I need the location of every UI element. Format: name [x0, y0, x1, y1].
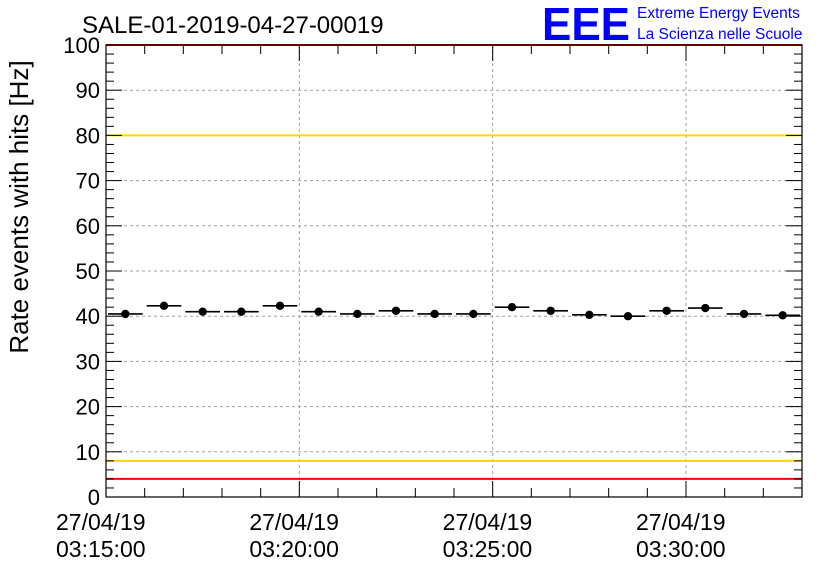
y-tick-label: 70	[76, 169, 100, 194]
data-point	[507, 302, 517, 312]
data-point	[391, 306, 401, 315]
y-tick-label: 60	[76, 214, 100, 239]
y-tick-label: 90	[76, 78, 100, 103]
data-point	[159, 301, 169, 311]
eee-logo-line2: La Scienza nelle Scuole	[637, 26, 802, 43]
y-tick-label: 80	[76, 123, 100, 148]
data-point	[314, 307, 323, 316]
data-point	[701, 303, 710, 313]
data-points	[108, 301, 800, 321]
y-tick-label: 0	[88, 485, 100, 510]
y-axis-label: Rate events with hits [Hz]	[4, 60, 34, 353]
x-tick-label-date: 27/04/19	[249, 509, 339, 535]
data-point	[778, 311, 787, 320]
y-tick-label: 100	[63, 33, 100, 58]
y-tick-label: 10	[76, 440, 100, 465]
x-tick-label-time: 03:20:00	[249, 536, 339, 562]
eee-logo-line1: Extreme Energy Events	[637, 5, 800, 22]
data-point	[237, 307, 246, 316]
data-point	[353, 309, 362, 319]
data-point	[121, 309, 130, 319]
eee-logo: EEE Extreme Energy Events La Scienza nel…	[542, 0, 802, 50]
y-tick-label: 20	[76, 395, 100, 420]
y-tick-label: 50	[76, 259, 100, 284]
eee-logo-mark: EEE	[542, 0, 630, 50]
x-tick-label-time: 03:15:00	[56, 536, 146, 562]
x-tick-label-time: 03:30:00	[636, 536, 726, 562]
data-point	[623, 312, 633, 321]
data-point	[739, 309, 749, 319]
chart-title: SALE-01-2019-04-27-00019	[82, 12, 384, 39]
data-point	[198, 307, 207, 316]
data-point	[469, 309, 478, 319]
x-axis: 27/04/1903:15:0027/04/1903:20:0027/04/19…	[56, 45, 803, 562]
threshold-lines	[106, 44, 802, 480]
data-point	[585, 310, 594, 320]
x-tick-label-date: 27/04/19	[443, 509, 533, 535]
x-tick-label-date: 27/04/19	[56, 509, 146, 535]
grid-lines	[106, 45, 802, 497]
y-axis: 0 10 20 30 40 50 60 70 80 90 100	[63, 33, 802, 510]
data-point	[662, 306, 671, 315]
y-tick-label: 40	[76, 304, 100, 329]
x-tick-label-date: 27/04/19	[636, 509, 726, 535]
data-point	[275, 301, 285, 311]
x-tick-label-time: 03:25:00	[443, 536, 533, 562]
data-point	[430, 309, 439, 319]
y-tick-label: 30	[76, 349, 100, 374]
data-point	[546, 306, 555, 315]
